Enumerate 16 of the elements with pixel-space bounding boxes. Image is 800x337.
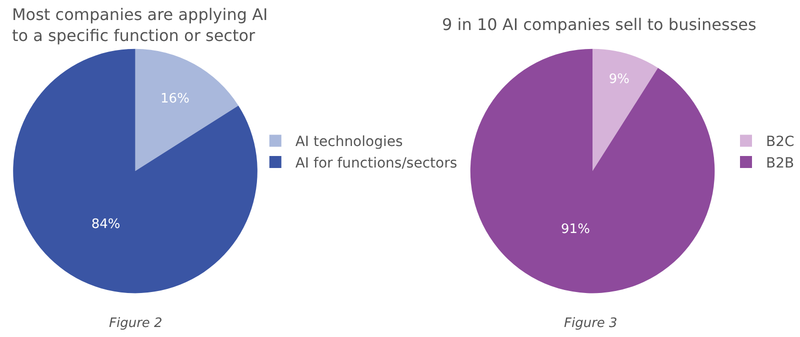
pie-slice — [470, 48, 715, 294]
chart-title: 9 in 10 AI companies sell to businesses — [442, 15, 756, 34]
data-label: 84% — [91, 217, 120, 232]
caption: Figure 3 — [564, 316, 618, 331]
pie-slice — [592, 48, 658, 172]
pie-slice — [135, 48, 238, 172]
caption: Figure 2 — [109, 316, 162, 331]
legend-label: AI technologies — [295, 134, 403, 150]
legend-label: B2B — [766, 155, 794, 172]
data-label: 16% — [160, 91, 190, 106]
chart-title: Most companies are applying AI to a specific function or sector — [12, 5, 268, 45]
data-label: 9% — [608, 72, 630, 87]
data-label: 91% — [561, 222, 590, 238]
legend-label: B2C — [766, 134, 795, 150]
legend-label: AI for functions/sectors — [295, 155, 458, 172]
pie-slice — [13, 48, 258, 294]
